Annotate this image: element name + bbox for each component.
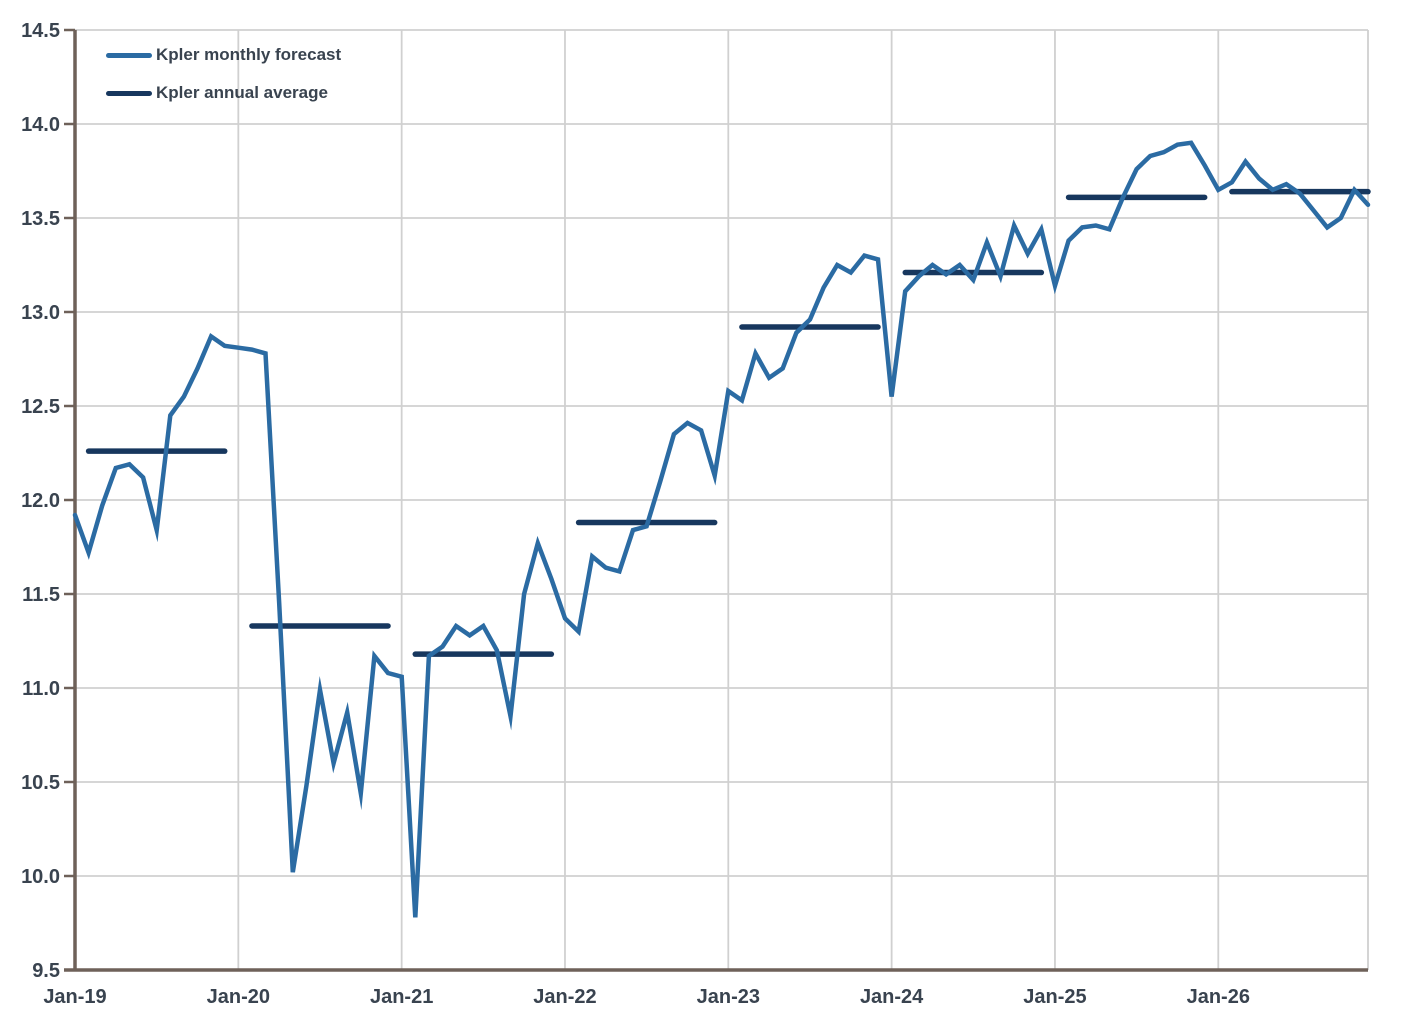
- y-axis-label: 11.5: [22, 584, 60, 606]
- x-axis-label: Jan-22: [533, 986, 596, 1008]
- x-axis-label: Jan-21: [370, 986, 433, 1008]
- y-axis-label: 12.5: [21, 396, 60, 418]
- y-axis-label: 13.0: [21, 302, 60, 324]
- y-axis-label: 10.5: [21, 772, 60, 794]
- legend-item-annual-average: Kpler annual average: [106, 74, 341, 112]
- chart-legend: Kpler monthly forecast Kpler annual aver…: [106, 36, 341, 112]
- legend-label-annual-average: Kpler annual average: [156, 83, 328, 102]
- x-axis-label: Jan-26: [1187, 986, 1250, 1008]
- y-axis-label: 9.5: [32, 960, 60, 982]
- y-axis-label: 10.0: [21, 866, 60, 888]
- y-axis-label: 12.0: [21, 490, 60, 512]
- y-axis-label: 14.0: [21, 114, 60, 136]
- legend-item-monthly-forecast: Kpler monthly forecast: [106, 36, 341, 74]
- legend-label-monthly-forecast: Kpler monthly forecast: [156, 45, 342, 64]
- x-axis-label: Jan-25: [1023, 986, 1086, 1008]
- y-axis-label: 11.0: [22, 678, 60, 700]
- annual-average-line-swatch: [106, 90, 152, 96]
- y-axis-label: 13.5: [21, 208, 60, 230]
- x-axis-label: Jan-20: [207, 986, 270, 1008]
- x-axis-label: Jan-23: [697, 986, 760, 1008]
- monthly-forecast-line-swatch: [106, 52, 152, 58]
- y-axis-label: 14.5: [21, 20, 60, 42]
- monthly-forecast-line: [72, 140, 1371, 918]
- x-axis-label: Jan-24: [860, 986, 924, 1008]
- x-axis-label: Jan-19: [43, 986, 106, 1008]
